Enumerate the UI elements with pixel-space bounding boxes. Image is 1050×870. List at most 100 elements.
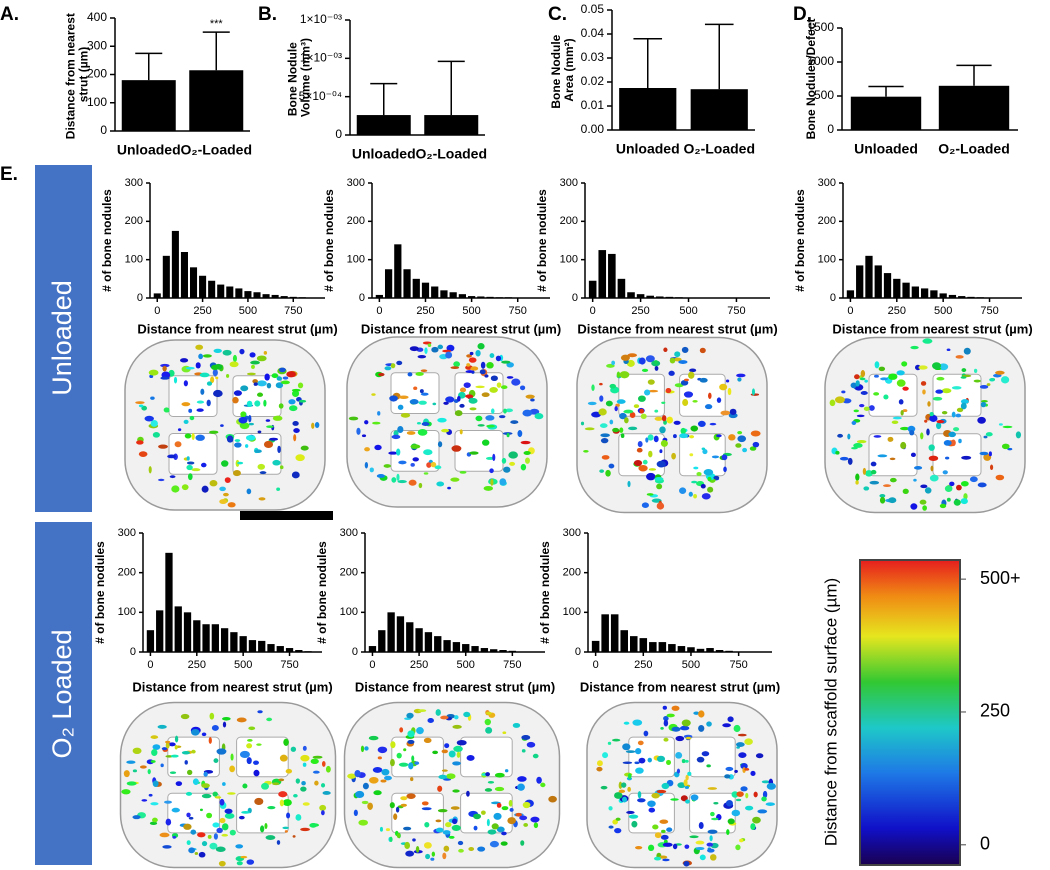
nodule (285, 768, 293, 774)
nodule (896, 370, 905, 376)
nodule (591, 411, 602, 418)
nodule (627, 786, 631, 792)
nodule (396, 473, 400, 481)
nodule (751, 388, 755, 396)
nodule (598, 408, 607, 416)
nodule (530, 816, 540, 823)
histogram-bar (146, 630, 155, 652)
nodule (379, 826, 383, 832)
x-tick-label: 500 (239, 305, 257, 317)
nodule (654, 365, 659, 371)
nodule (388, 451, 398, 455)
nodule (691, 480, 698, 484)
nodule (407, 372, 413, 377)
nodule (132, 769, 138, 773)
y-tick-label: 100 (818, 254, 836, 266)
nodule (426, 462, 432, 468)
nodule (219, 817, 226, 824)
nodule (728, 434, 736, 441)
nodule (291, 471, 300, 479)
error-bar (437, 60, 465, 116)
nodule (319, 804, 327, 811)
nodule (457, 395, 461, 402)
nodule (973, 368, 978, 373)
nodule (278, 367, 286, 373)
nodule (160, 376, 170, 380)
nodule (391, 434, 401, 440)
nodule (960, 481, 969, 487)
nodule (930, 465, 934, 472)
nodule (190, 829, 197, 835)
nodule (477, 424, 485, 427)
y-tick-label: 300 (563, 527, 581, 539)
histogram-bar (193, 620, 201, 652)
histogram-bar (636, 294, 645, 298)
histogram-bar (217, 284, 225, 298)
nodule (882, 484, 892, 488)
nodule (922, 505, 928, 511)
nodule (233, 390, 242, 396)
nodule (272, 415, 283, 421)
nodule (276, 840, 281, 845)
histogram-bar (384, 269, 393, 298)
nodule (188, 408, 193, 413)
x-axis-label: Distance from nearest strut (µm) (832, 321, 1032, 336)
histogram-bar (629, 636, 638, 652)
nodule (167, 454, 177, 459)
nodule (246, 400, 253, 408)
nodule (692, 400, 698, 403)
histogram-bar (874, 265, 882, 298)
nodule (619, 371, 630, 379)
nodule (700, 483, 706, 489)
nodule (398, 395, 409, 399)
nodule (322, 790, 331, 795)
nodule (600, 437, 609, 444)
nodule (864, 379, 868, 383)
nodule (508, 799, 513, 807)
histogram-bar (258, 640, 266, 652)
nodule (508, 451, 518, 459)
histogram-bar (253, 292, 261, 298)
nodule (171, 485, 180, 493)
nodule (213, 758, 219, 763)
nodule (418, 400, 427, 405)
nodule (445, 822, 452, 828)
nodule (956, 407, 964, 413)
nodule (224, 477, 231, 483)
nodule (945, 456, 950, 460)
nodule (880, 377, 889, 381)
nodule (279, 799, 285, 807)
histogram-bar (462, 644, 470, 652)
nodule (453, 361, 461, 368)
histogram-bar (655, 296, 664, 298)
nodule (403, 748, 407, 752)
nodule (707, 476, 712, 482)
nodule (241, 810, 251, 814)
nodule (165, 818, 172, 826)
nodule (584, 427, 595, 431)
histogram-bar (285, 648, 294, 652)
nodule (932, 362, 942, 370)
nodule (685, 774, 689, 781)
nodule (309, 823, 317, 828)
nodule (620, 433, 625, 438)
nodule (295, 454, 305, 462)
nodule (496, 802, 502, 808)
nodule (159, 832, 170, 838)
nodule (609, 419, 614, 425)
nodule (644, 389, 651, 396)
nodule (183, 823, 192, 830)
histogram-bar (440, 290, 448, 298)
nodule (662, 705, 667, 710)
nodule (955, 355, 964, 359)
nodule (206, 381, 213, 386)
nodule (185, 791, 193, 796)
nodule (446, 344, 455, 352)
nodule (383, 464, 391, 468)
nodule (239, 750, 250, 759)
nodule (300, 827, 310, 832)
nodule (707, 829, 718, 834)
nodule (229, 829, 236, 836)
nodule (900, 410, 904, 416)
nodule (165, 740, 171, 744)
